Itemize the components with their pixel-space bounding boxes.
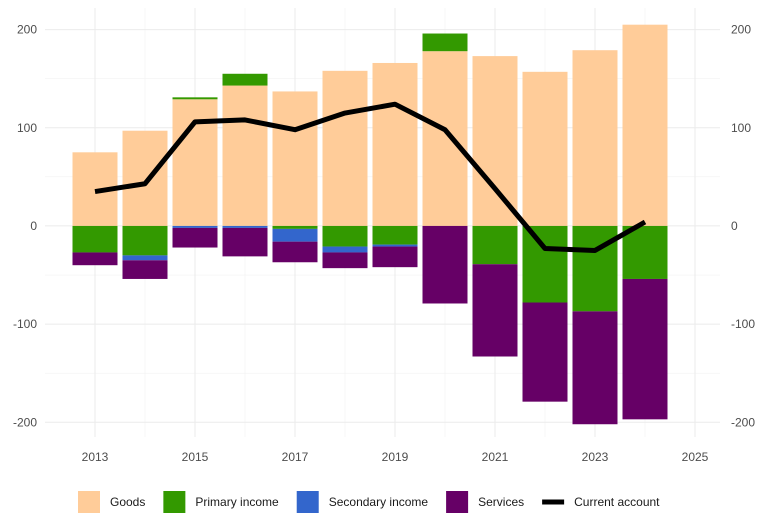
bar-services-2013 [72,252,118,266]
bar-goods-2019 [372,62,418,226]
bar-secondary-income-2017 [272,228,318,242]
x-tick-label: 2017 [282,450,309,464]
legend-key-services [446,491,469,513]
legend-label-goods: Goods [110,495,145,509]
bar-goods-2018 [322,70,368,226]
y-tick-label-left: 200 [17,23,37,37]
x-tick-label: 2025 [682,450,709,464]
legend-key-goods [78,491,100,513]
x-tick-label: 2023 [582,450,609,464]
bar-services-2023 [572,311,618,425]
bar-services-2019 [372,246,418,268]
bar-secondary-income-2018 [322,246,368,253]
x-tick-label: 2021 [482,450,509,464]
bar-primary-income-2020 [422,33,468,52]
legend-key-primary-income [163,491,186,513]
y-tick-label-right: 0 [731,219,738,233]
legend: Goods Primary income Secondary income Servi… [78,491,660,513]
legend-key-secondary-income [296,491,319,513]
bar-services-2016 [222,227,268,257]
bar-secondary-income-2016 [222,225,268,228]
bar-services-2017 [272,241,318,263]
bar-primary-income-2018 [322,225,368,247]
x-tick-label: 2015 [182,450,209,464]
bar-secondary-income-2014 [122,255,168,261]
y-tick-label-left: 0 [30,219,37,233]
bar-primary-income-2021 [472,225,518,265]
bar-primary-income-2015 [172,97,218,100]
bar-goods-2014 [122,130,168,226]
bar-goods-2021 [472,56,518,226]
bar-secondary-income-2015 [172,225,218,228]
x-tick-label: 2013 [82,450,109,464]
bar-primary-income-2024 [622,225,668,279]
y-tick-label-right: -100 [731,317,755,331]
current-account-line [94,101,647,253]
legend-label-primary-income: Primary income [195,495,279,509]
bar-primary-income-2013 [72,225,118,253]
bar-services-2018 [322,252,368,269]
bar-goods-2015 [172,99,218,226]
legend-label-current-account: Current account [574,495,660,509]
bar-services-2014 [122,260,168,279]
bar-services-2024 [622,278,668,420]
bar-primary-income-2019 [372,225,418,245]
y-tick-label-right: -200 [731,415,755,429]
y-tick-label-left: -100 [13,317,37,331]
bar-services-2015 [172,227,218,248]
bar-primary-income-2016 [222,73,268,86]
y-tick-label-left: -200 [13,415,37,429]
bar-services-2021 [472,264,518,357]
bar-goods-2023 [572,50,618,226]
x-tick-label: 2019 [382,450,409,464]
bar-primary-income-2017 [272,225,318,229]
bar-goods-2024 [622,24,668,226]
legend-label-services: Services [478,495,524,509]
bar-primary-income-2022 [522,225,568,303]
bar-primary-income-2014 [122,225,168,256]
bar-goods-2016 [222,85,268,226]
bar-layer [72,24,668,425]
bar-services-2020 [422,225,468,304]
y-tick-label-right: 100 [731,121,751,135]
bar-goods-2017 [272,91,318,226]
y-tick-label-left: 100 [17,121,37,135]
bar-services-2022 [522,302,568,402]
legend-label-secondary-income: Secondary income [329,495,429,509]
axis-layer: -200 -200 -100 -100 0 0 100 100 200 200 2013 2015 20… [13,23,755,464]
y-tick-label-right: 200 [731,23,751,37]
bar-secondary-income-2019 [372,244,418,247]
bar-goods-2022 [522,71,568,226]
bar-goods-2020 [422,51,468,226]
line-layer [94,101,647,253]
